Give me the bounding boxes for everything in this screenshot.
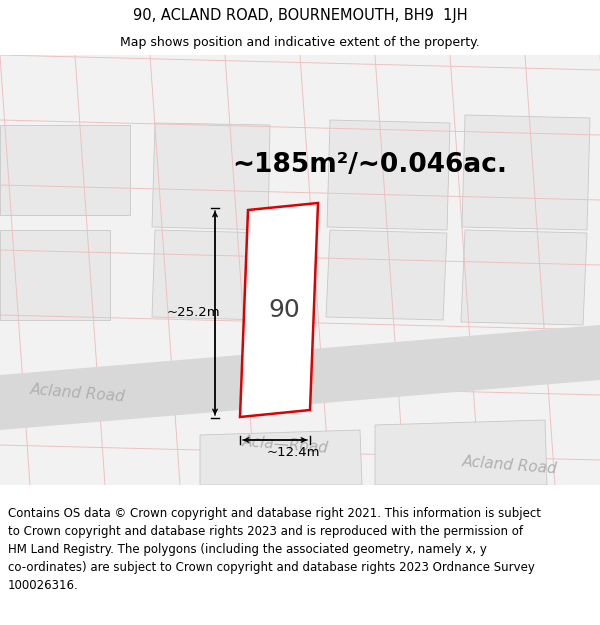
Polygon shape: [461, 230, 587, 325]
Polygon shape: [0, 325, 600, 430]
Text: ~25.2m: ~25.2m: [166, 306, 220, 319]
Text: 90: 90: [268, 298, 300, 322]
Text: ~12.4m: ~12.4m: [266, 446, 320, 459]
Polygon shape: [462, 115, 590, 230]
Text: Acland Road: Acland Road: [462, 454, 558, 476]
Text: to Crown copyright and database rights 2023 and is reproduced with the permissio: to Crown copyright and database rights 2…: [8, 525, 523, 538]
Text: Acland Road: Acland Road: [30, 382, 126, 404]
Polygon shape: [240, 203, 318, 417]
Polygon shape: [152, 123, 270, 230]
Text: Acla—Road: Acla—Road: [241, 434, 329, 456]
Polygon shape: [0, 230, 110, 320]
Polygon shape: [326, 230, 447, 320]
Polygon shape: [375, 420, 547, 485]
Text: ~185m²/~0.046ac.: ~185m²/~0.046ac.: [233, 152, 508, 178]
Text: co-ordinates) are subject to Crown copyright and database rights 2023 Ordnance S: co-ordinates) are subject to Crown copyr…: [8, 561, 535, 574]
Polygon shape: [200, 430, 362, 485]
Text: 90, ACLAND ROAD, BOURNEMOUTH, BH9  1JH: 90, ACLAND ROAD, BOURNEMOUTH, BH9 1JH: [133, 8, 467, 23]
Polygon shape: [327, 120, 450, 230]
Polygon shape: [0, 55, 600, 485]
Text: Map shows position and indicative extent of the property.: Map shows position and indicative extent…: [120, 36, 480, 49]
Text: Contains OS data © Crown copyright and database right 2021. This information is : Contains OS data © Crown copyright and d…: [8, 507, 541, 520]
Text: HM Land Registry. The polygons (including the associated geometry, namely x, y: HM Land Registry. The polygons (includin…: [8, 543, 487, 556]
Polygon shape: [152, 230, 268, 320]
Text: 100026316.: 100026316.: [8, 579, 79, 592]
Polygon shape: [0, 125, 130, 215]
